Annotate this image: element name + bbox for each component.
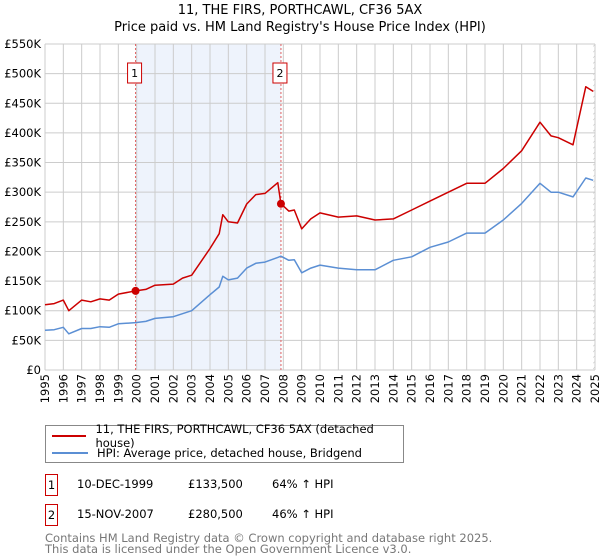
- footer-licence: This data is licensed under the Open Gov…: [45, 542, 412, 556]
- x-tick-label: 2011: [331, 374, 345, 403]
- x-tick-label: 2005: [221, 374, 235, 403]
- hpi-line: [44, 177, 594, 335]
- x-tick-label: 2013: [368, 374, 382, 403]
- sale-hpi-change: 64% ↑ HPI: [272, 477, 334, 491]
- future-hatch-region: [593, 44, 595, 370]
- legend-label-property: 11, THE FIRS, PORTHCAWL, CF36 5AX (detac…: [95, 422, 374, 450]
- x-tick-label: 2006: [240, 374, 254, 403]
- sale-label: 1: [131, 67, 138, 80]
- legend-swatch-property: [52, 435, 87, 437]
- x-tick-label: 2021: [515, 374, 529, 403]
- x-tick-label: 2023: [551, 374, 565, 403]
- legend: 11, THE FIRS, PORTHCAWL, CF36 5AX (detac…: [45, 422, 404, 463]
- sale-date: 15-NOV-2007: [77, 507, 154, 521]
- x-tick-label: 2024: [570, 374, 584, 403]
- x-tick-label: 1995: [38, 374, 52, 403]
- sale-label: 2: [276, 67, 283, 80]
- x-tick-label: 1998: [93, 374, 107, 403]
- x-tick-label: 2010: [313, 374, 327, 403]
- property-price-line: [44, 85, 594, 312]
- y-tick-label: £400K: [4, 126, 41, 140]
- x-tick-label: 1996: [56, 374, 70, 403]
- y-tick-label: £200K: [4, 244, 41, 258]
- x-tick-label: 2016: [423, 374, 437, 403]
- sale-label-box: [272, 62, 288, 84]
- sale-number-badge: 1: [45, 474, 58, 496]
- y-tick-label: £300K: [4, 185, 41, 199]
- x-tick-label: 2003: [185, 374, 199, 403]
- x-tick-label: 2018: [460, 374, 474, 403]
- y-tick-label: £0: [26, 363, 41, 377]
- x-tick-label: 2015: [405, 374, 419, 403]
- x-tick-label: 2002: [166, 374, 180, 403]
- y-tick-label: £250K: [4, 215, 41, 229]
- x-tick-label: 2017: [441, 374, 455, 403]
- x-tick-label: 2014: [386, 374, 400, 403]
- sale-price: £280,500: [188, 507, 243, 521]
- ownership-period-shade: [135, 44, 281, 370]
- y-tick-label: £500K: [4, 67, 41, 81]
- footer-copyright: Contains HM Land Registry data © Crown c…: [45, 531, 493, 545]
- sale-hpi-change: 46% ↑ HPI: [272, 507, 334, 521]
- chart-title: 11, THE FIRS, PORTHCAWL, CF36 5AX: [177, 3, 423, 18]
- chart-subtitle: Price paid vs. HM Land Registry's House …: [114, 20, 486, 35]
- x-tick-label: 2007: [258, 374, 272, 403]
- x-tick-label: 1997: [75, 374, 89, 403]
- sale-label-box: [127, 62, 143, 84]
- x-tick-label: 2025: [588, 374, 600, 403]
- x-tick-label: 2009: [295, 374, 309, 403]
- sale-point: [276, 199, 285, 208]
- x-tick-label: 2000: [130, 374, 144, 403]
- sale-date: 10-DEC-1999: [77, 477, 154, 491]
- legend-label-hpi: HPI: Average price, detached house, Brid…: [97, 446, 362, 460]
- x-tick-label: 2012: [350, 374, 364, 403]
- legend-swatch-hpi: [52, 452, 88, 454]
- sale-number-badge: 2: [45, 504, 58, 526]
- y-tick-label: £100K: [4, 304, 41, 318]
- legend-item-hpi: HPI: Average price, detached house, Brid…: [52, 445, 362, 461]
- plot-area: 1995 1996 1997 1998 1999 2000 2001 2002 2003 2004…: [4, 37, 600, 403]
- legend-item-property: 11, THE FIRS, PORTHCAWL, CF36 5AX (detac…: [52, 422, 403, 450]
- sale-point: [131, 286, 140, 295]
- y-tick-label: £150K: [4, 274, 41, 288]
- y-tick-label: £550K: [4, 37, 41, 51]
- y-tick-label: £350K: [4, 156, 41, 170]
- x-tick-label: 2001: [148, 374, 162, 403]
- x-tick-label: 2008: [276, 374, 290, 403]
- x-tick-label: 2004: [203, 374, 217, 403]
- sale-price: £133,500: [188, 477, 243, 491]
- x-tick-label: 2020: [496, 374, 510, 403]
- y-tick-label: £50K: [12, 333, 42, 347]
- x-tick-label: 2022: [533, 374, 547, 403]
- y-tick-label: £450K: [4, 96, 41, 110]
- x-tick-label: 2019: [478, 374, 492, 403]
- x-tick-label: 1999: [111, 374, 125, 403]
